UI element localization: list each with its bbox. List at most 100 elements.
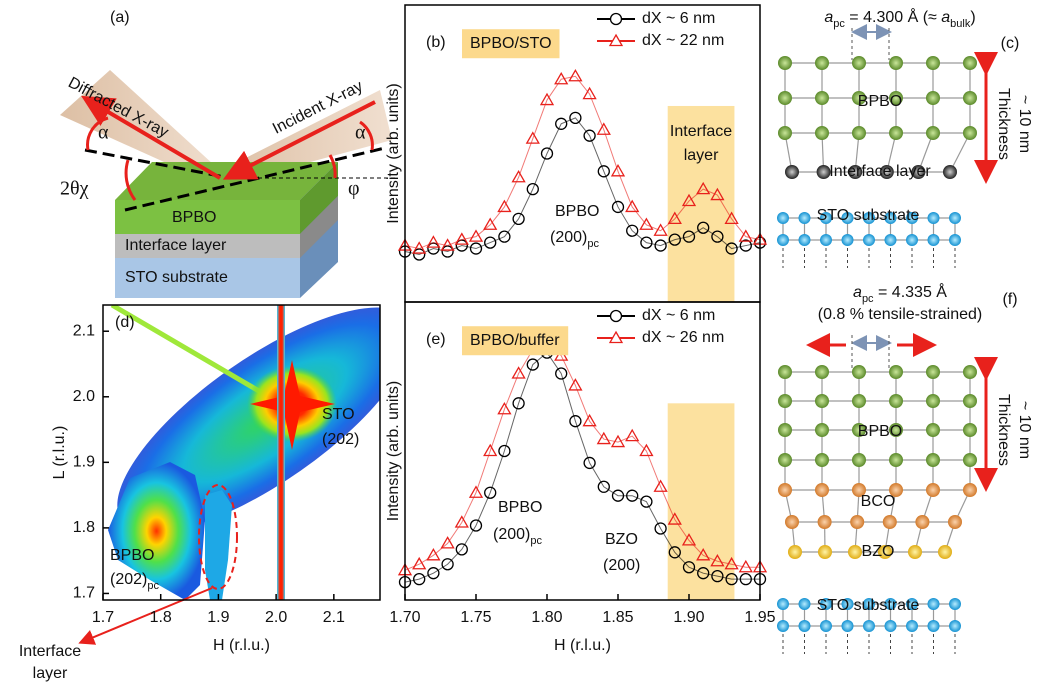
data-point [469, 519, 483, 532]
atom [884, 620, 897, 632]
x-tick-label: 1.75 [460, 609, 491, 626]
data-point [582, 413, 597, 427]
legend-marker [608, 330, 624, 344]
atom [963, 126, 977, 140]
data-point [497, 199, 512, 213]
atom [926, 91, 940, 105]
angle-label: α [355, 122, 366, 144]
atom [852, 423, 866, 437]
data-point [711, 230, 724, 243]
annotation: (200)pc [550, 229, 599, 250]
text-part: a [824, 9, 833, 26]
atom [949, 620, 961, 632]
data-point [525, 131, 540, 144]
angle-label: φ [348, 178, 360, 200]
atom [778, 453, 792, 467]
atom [926, 483, 940, 497]
lattice-parameter: apc = 4.335 Å [853, 282, 947, 305]
text-part: (202) [110, 571, 147, 588]
annotation: STO [322, 406, 355, 423]
atom [863, 620, 875, 632]
atom [863, 212, 875, 224]
layer-label: BPBO [858, 93, 902, 110]
layer-sto [115, 258, 300, 298]
legend-marker [608, 33, 624, 47]
panel-label: (e) [426, 331, 446, 348]
data-point [484, 486, 497, 499]
plot-frame [404, 301, 761, 601]
panel-f: apc = 4.335 Å (0.8 % tensile-strained) (… [777, 282, 1033, 654]
x-tick-label: 1.80 [531, 609, 562, 626]
legend-label: dX ~ 6 nm [642, 10, 715, 27]
legend-label: dX ~ 26 nm [642, 329, 724, 346]
data-point [696, 547, 711, 561]
text-part: ) [970, 9, 975, 26]
y-axis-label: L (r.l.u.) [51, 426, 68, 480]
atom [927, 598, 940, 610]
lattice-parameter: apc = 4.300 Å (≈ abulk) [824, 7, 975, 30]
data-point [681, 533, 697, 546]
data-point [468, 485, 484, 498]
data-point [426, 547, 441, 561]
text-part: pc [530, 535, 542, 547]
atom [926, 126, 940, 140]
data-point [427, 567, 440, 580]
data-point [498, 444, 511, 458]
atom [889, 453, 903, 467]
data-point [610, 164, 626, 177]
data-point [724, 556, 739, 570]
atom [848, 545, 862, 559]
atom [798, 212, 811, 224]
atom [777, 234, 789, 246]
interface-arrow [78, 587, 213, 645]
atom [906, 212, 918, 224]
atom [863, 598, 875, 610]
atom [778, 365, 792, 379]
data-point [625, 199, 640, 213]
atom [963, 483, 977, 497]
atom [926, 453, 940, 467]
atom [852, 394, 866, 408]
atom [820, 234, 832, 246]
atom [963, 56, 977, 70]
atom [963, 365, 977, 379]
band-label: Interface [670, 123, 732, 140]
data-point [597, 165, 610, 178]
atom [963, 423, 977, 437]
data-point [526, 358, 539, 371]
data-point [526, 182, 539, 196]
slab-side-interface [300, 196, 338, 258]
data-point [654, 239, 667, 252]
data-point [454, 232, 469, 245]
data-point [469, 242, 483, 255]
atom [889, 394, 903, 408]
atom [889, 365, 903, 379]
panel-label: (a) [110, 9, 130, 26]
x-tick-label: 1.95 [744, 609, 775, 626]
data-point [596, 431, 611, 445]
atom [879, 165, 894, 179]
data-point [668, 546, 681, 559]
data-point [568, 68, 583, 82]
atom [777, 212, 789, 224]
x-tick-label: 1.9 [207, 609, 229, 626]
atom [927, 212, 940, 224]
sample-tag: BPBO/buffer [470, 332, 560, 349]
data-point [611, 489, 625, 502]
atom [850, 515, 865, 529]
data-point [739, 572, 752, 586]
data-point [498, 230, 511, 243]
data-point [626, 224, 639, 237]
data-point [711, 570, 724, 583]
annotation: Interface [19, 643, 81, 660]
text-part: = 4.300 Å (≈ [845, 7, 941, 26]
x-tick-label: 2.0 [265, 609, 287, 626]
data-point [512, 397, 525, 410]
atom [852, 56, 866, 70]
atom [778, 423, 792, 437]
data-point [555, 367, 568, 380]
data-point [454, 515, 469, 528]
text-part: bulk [950, 18, 971, 30]
thickness-label: Thickness [995, 88, 1012, 160]
